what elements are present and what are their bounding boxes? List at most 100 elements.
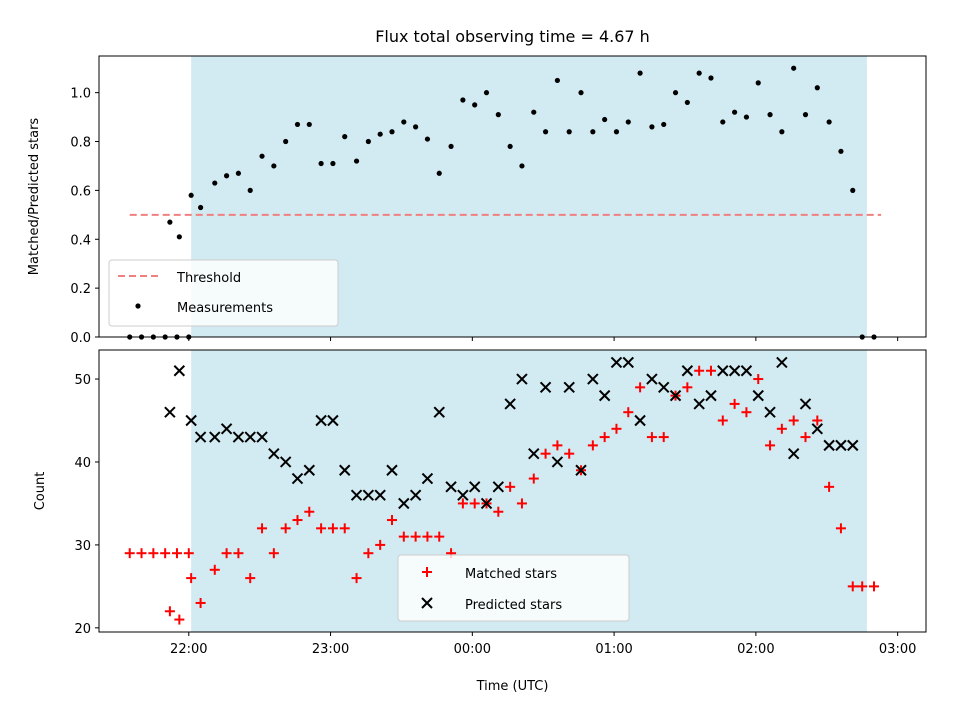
- legend-threshold-label: Threshold: [176, 271, 241, 286]
- measurement-point: [483, 90, 490, 96]
- predicted-star-point: [433, 406, 445, 418]
- predicted-star-point: [362, 489, 375, 501]
- measurement-point: [353, 158, 360, 164]
- marker-stroke: [823, 439, 835, 452]
- matched-star-point: [552, 440, 563, 451]
- predicted-star-point: [717, 365, 729, 377]
- measurement-point: [566, 129, 572, 135]
- measurement-points: [127, 65, 877, 340]
- predicted-stars-points: [164, 356, 859, 510]
- y-tick-label: 0.4: [70, 233, 91, 248]
- measurement-point: [708, 75, 714, 81]
- measurement-point: [696, 70, 702, 76]
- measurement-point: [212, 180, 218, 186]
- measurement-point: [198, 204, 204, 211]
- marker-stroke: [528, 447, 540, 460]
- marker-stroke: [787, 447, 800, 460]
- predicted-star-point: [386, 464, 398, 476]
- matched-star-point: [124, 548, 135, 559]
- top-legend: Threshold Measurements: [108, 259, 339, 327]
- predicted-star-point: [164, 406, 176, 418]
- predicted-star-point: [244, 431, 256, 443]
- matched-star-point: [245, 573, 256, 584]
- legend-matched-label: Matched stars: [465, 567, 557, 582]
- marker-stroke: [764, 406, 776, 418]
- marker-stroke: [634, 414, 646, 427]
- measurement-point: [342, 134, 348, 140]
- ratio-panel: 0.0 0.2 0.4 0.6 0.8 1.0 Flux total observing …: [27, 27, 927, 346]
- measurement-point: [542, 129, 549, 135]
- predicted-star-point: [398, 497, 410, 510]
- measurement-point: [306, 121, 312, 128]
- legend-matched-swatch: [422, 567, 432, 577]
- predicted-star-point: [291, 472, 304, 485]
- bottom-legend-box: [397, 554, 630, 622]
- marker-stroke: [409, 489, 422, 501]
- matched-star-point: [646, 432, 657, 443]
- marker-stroke: [598, 389, 611, 402]
- measurement-point: [436, 170, 442, 176]
- measurement-point: [578, 90, 584, 96]
- marker-stroke: [232, 431, 245, 443]
- matched-star-point: [457, 498, 468, 509]
- measurement-point: [223, 173, 230, 179]
- matched-star-point: [398, 531, 409, 542]
- measurement-point: [672, 90, 679, 96]
- matched-star-point: [800, 432, 811, 443]
- measurement-point: [271, 163, 277, 169]
- predicted-star-point: [303, 464, 316, 476]
- marker-stroke: [776, 356, 788, 369]
- measurement-point: [401, 119, 407, 125]
- predicted-star-point: [669, 389, 682, 402]
- marker-stroke: [386, 464, 398, 476]
- bottom-y-axis-label: Count: [33, 472, 48, 511]
- predicted-star-point: [480, 497, 493, 510]
- matched-star-point: [611, 423, 622, 434]
- marker-stroke: [811, 423, 824, 435]
- marker-stroke: [622, 356, 634, 369]
- matched-star-point: [304, 506, 315, 517]
- legend-predicted-swatch: [421, 597, 433, 609]
- marker-stroke: [468, 481, 481, 493]
- marker-stroke: [244, 431, 256, 443]
- predicted-star-point: [315, 414, 327, 427]
- matched-star-point: [160, 548, 171, 559]
- matched-star-point: [599, 432, 610, 443]
- matched-star-point: [516, 498, 527, 509]
- measurement-point: [259, 153, 265, 159]
- matched-star-point: [847, 581, 858, 592]
- matched-star-point: [493, 506, 504, 517]
- measurement-point: [590, 129, 596, 135]
- x-axis-label: Time (UTC): [476, 679, 549, 694]
- measurement-point: [720, 119, 726, 125]
- marker-stroke: [362, 489, 375, 501]
- x-tick-label: 00:00: [454, 642, 491, 657]
- measurement-point: [637, 70, 643, 76]
- marker-stroke: [268, 447, 280, 460]
- matched-star-point: [292, 515, 303, 526]
- measurement-point: [377, 131, 383, 137]
- measurement-point: [732, 109, 738, 115]
- marker-stroke: [740, 365, 753, 377]
- marker-stroke: [480, 497, 493, 510]
- predicted-star-point: [776, 356, 788, 369]
- predicted-star-point: [528, 447, 540, 460]
- matched-star-point: [564, 448, 575, 459]
- top-y-axis-label: Matched/Predicted stars: [27, 118, 42, 276]
- marker-stroke: [421, 472, 434, 485]
- measurement-point: [283, 138, 289, 145]
- marker-stroke: [575, 464, 587, 476]
- predicted-star-point: [705, 389, 717, 402]
- measurement-point: [507, 143, 513, 150]
- y-tick-label: 50: [74, 373, 91, 388]
- matched-star-point: [434, 531, 445, 542]
- matched-star-point: [410, 531, 421, 542]
- top-y-ticks: 0.0 0.2 0.4 0.6 0.8 1.0: [70, 87, 99, 346]
- measurement-point: [365, 138, 371, 145]
- measurement-point: [235, 170, 242, 176]
- predicted-star-point: [339, 464, 351, 476]
- predicted-star-point: [468, 481, 481, 493]
- y-tick-label: 40: [74, 456, 91, 471]
- chart-title: Flux total observing time = 4.67 h: [375, 27, 650, 46]
- marker-stroke: [398, 497, 410, 510]
